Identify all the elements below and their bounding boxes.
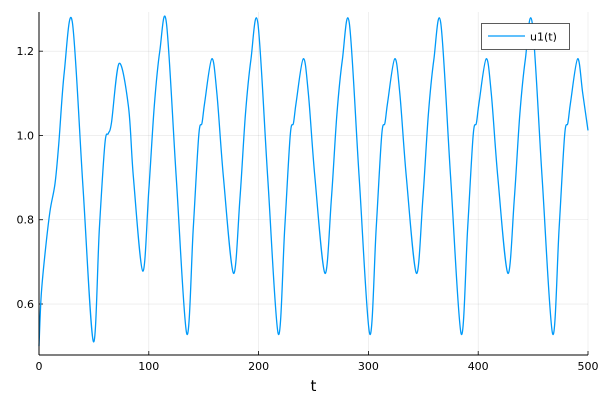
x-tick-label: 400	[468, 360, 489, 373]
x-tick-label: 300	[358, 360, 379, 373]
legend-label: u1(t)	[530, 31, 557, 44]
x-axis-label: t	[311, 377, 317, 395]
x-tick-label: 500	[578, 360, 599, 373]
legend: u1(t)	[481, 23, 570, 50]
x-tick-label: 200	[248, 360, 269, 373]
y-tick-label: 1.0	[17, 129, 35, 142]
x-tick-label: 0	[36, 360, 43, 373]
y-tick-label: 0.8	[17, 214, 35, 227]
axis-ticks: 0 100 200 300 400 500 0.6 0.8 1.0 1.2	[17, 45, 599, 373]
grid-lines	[38, 12, 589, 355]
series-line-u1	[38, 15, 589, 347]
y-tick-label: 1.2	[17, 45, 35, 58]
x-tick-label: 100	[138, 360, 159, 373]
y-tick-label: 0.6	[17, 298, 35, 311]
